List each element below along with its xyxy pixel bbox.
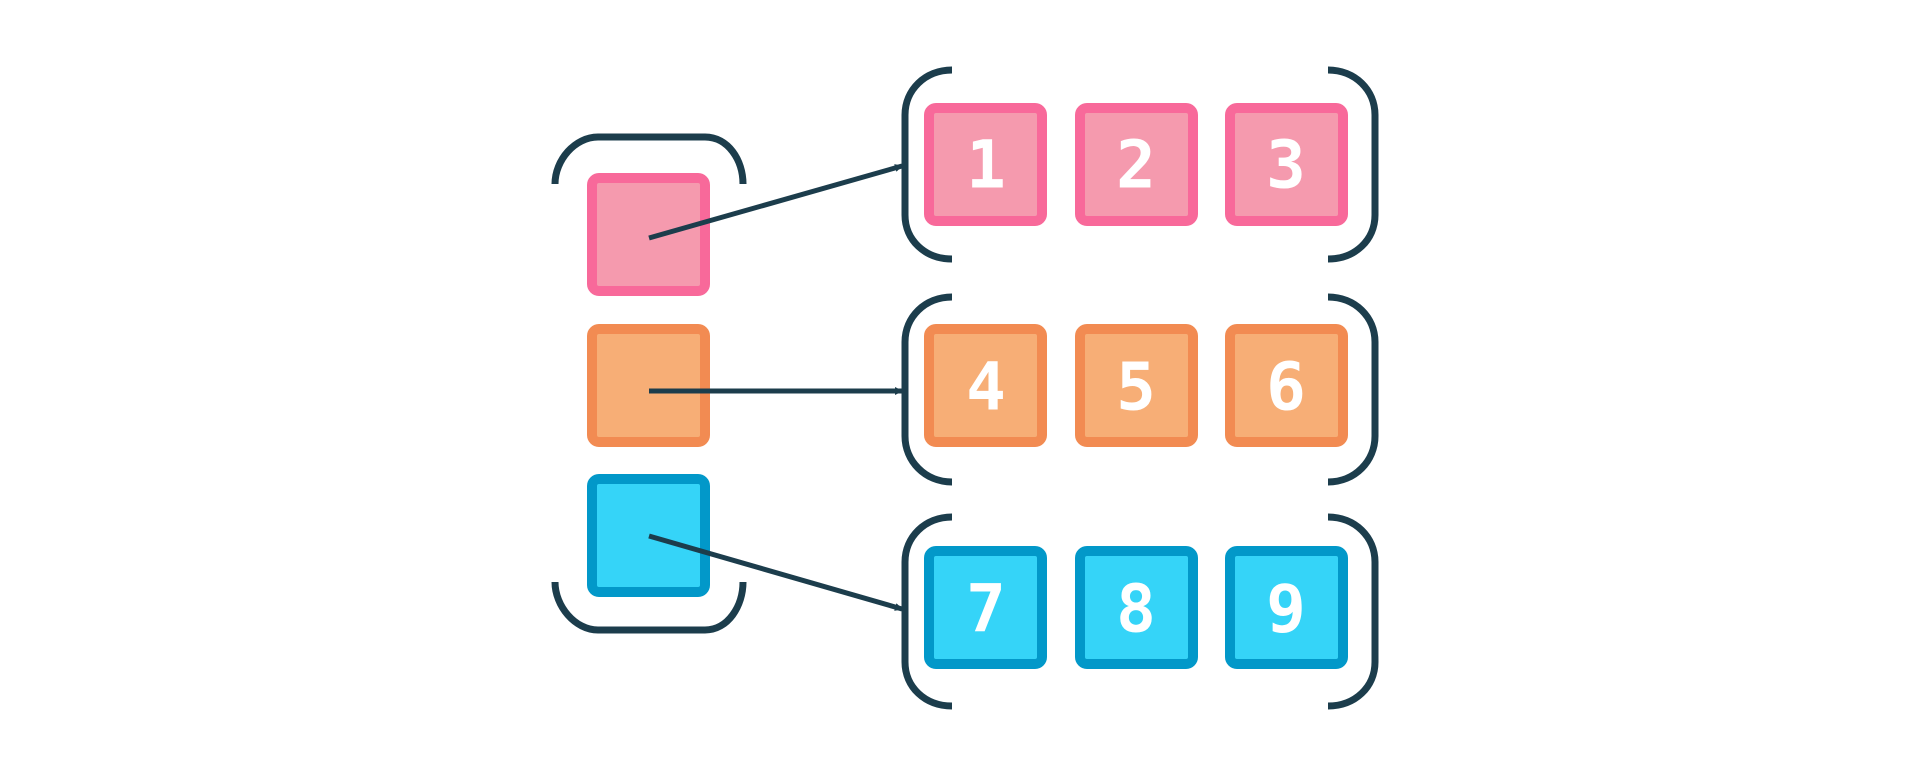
outer-slot-orange <box>587 324 710 447</box>
cell-9-label: 9 <box>1266 571 1306 648</box>
cell-7-label: 7 <box>966 571 1006 648</box>
cell-8-label: 8 <box>1116 571 1156 648</box>
inner-array-2-left-bracket <box>901 293 953 486</box>
cell-5-label: 5 <box>1116 349 1156 426</box>
cell-2-label: 2 <box>1116 127 1156 204</box>
inner-array-1-left-bracket <box>901 66 953 263</box>
cell-6 <box>1225 324 1348 447</box>
arrow-to-inner-array-3 <box>648 533 903 612</box>
inner-array-2-right-bracket <box>1327 293 1379 486</box>
cell-3-label: 3 <box>1266 127 1306 204</box>
outer-array-bracket-top <box>551 133 747 185</box>
cell-5 <box>1075 324 1198 447</box>
outer-slot-blue <box>587 474 710 597</box>
cell-1-label: 1 <box>966 127 1006 204</box>
inner-array-3-right-bracket <box>1327 513 1379 710</box>
inner-array-1-right-bracket <box>1327 66 1379 263</box>
outer-array-bracket-bottom <box>551 581 747 634</box>
cell-2 <box>1075 103 1198 226</box>
cell-1 <box>924 103 1047 226</box>
outer-slot-pink <box>587 173 710 296</box>
cell-3 <box>1225 103 1348 226</box>
inner-array-3-left-bracket <box>901 513 953 710</box>
cell-7 <box>924 546 1047 669</box>
cell-9 <box>1225 546 1348 669</box>
cell-4 <box>924 324 1047 447</box>
cell-6-label: 6 <box>1266 349 1306 426</box>
arrow-to-inner-array-1 <box>648 163 903 241</box>
cell-4-label: 4 <box>966 349 1006 426</box>
cell-8 <box>1075 546 1198 669</box>
